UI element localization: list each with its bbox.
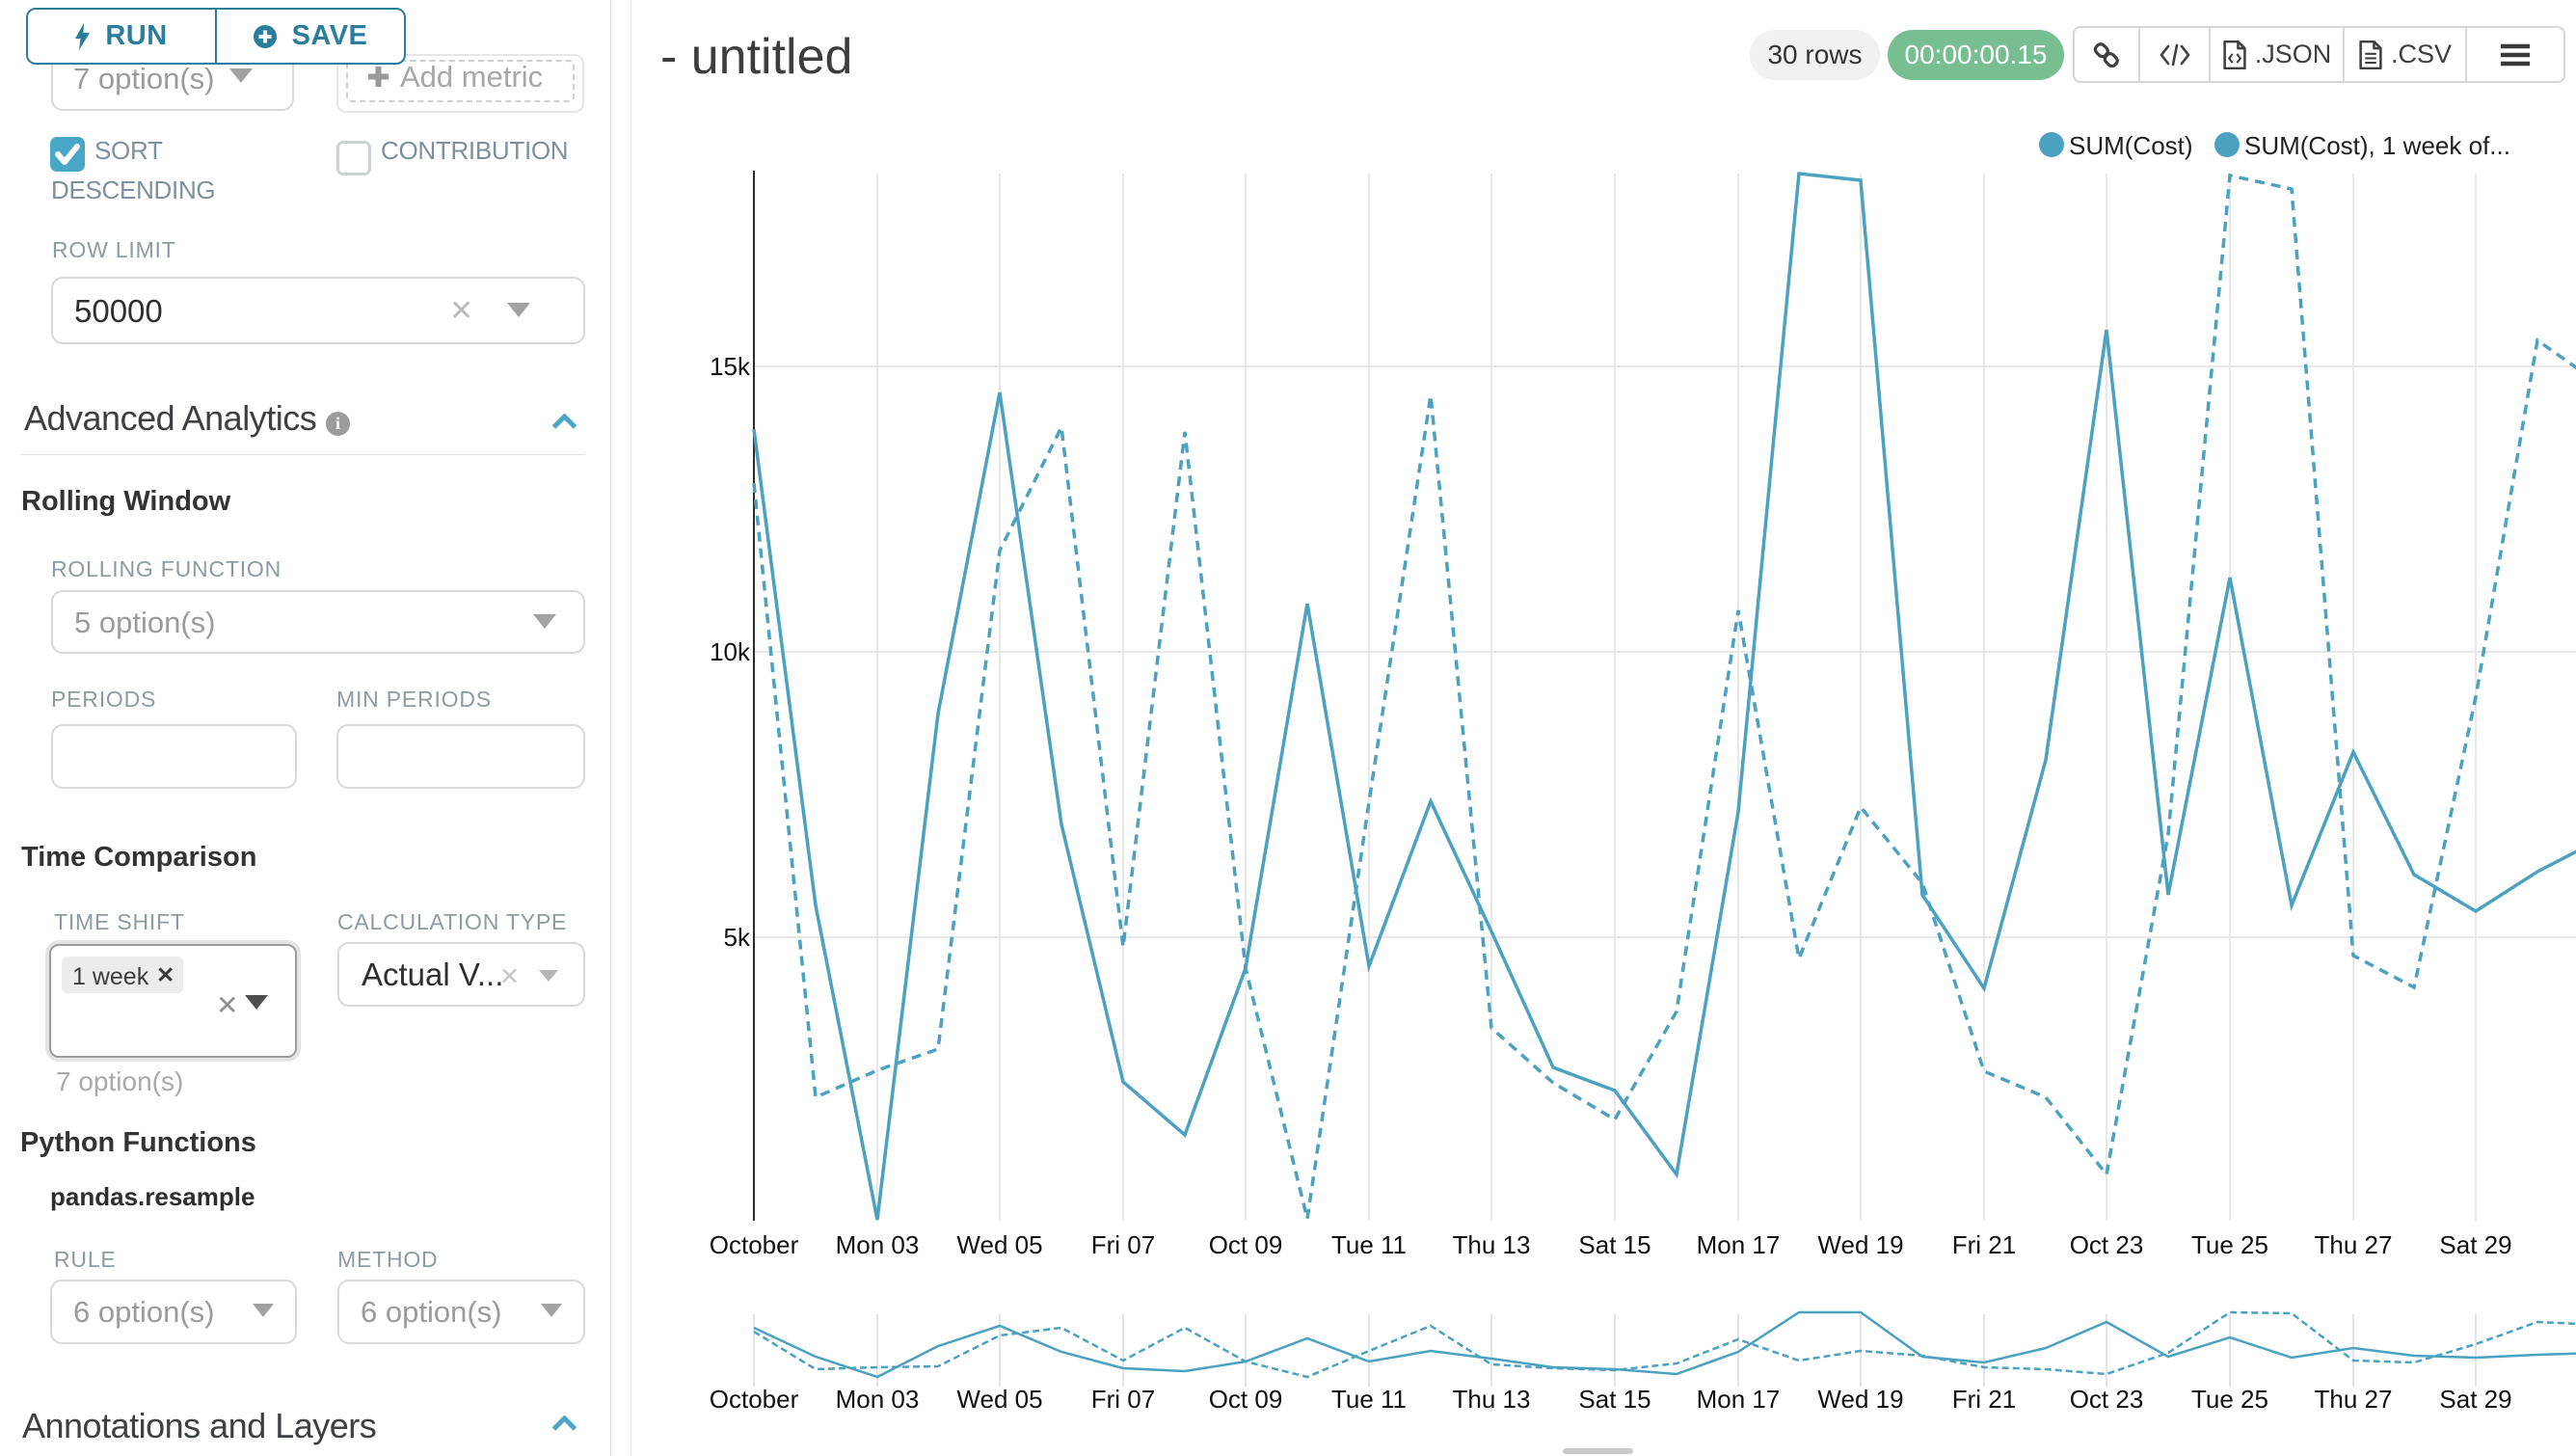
- svg-text:Tue 25: Tue 25: [2191, 1385, 2268, 1414]
- svg-text:Oct 09: Oct 09: [1209, 1385, 1283, 1414]
- svg-text:October: October: [710, 1230, 799, 1259]
- svg-text:Oct 23: Oct 23: [2070, 1385, 2144, 1414]
- svg-text:Mon 03: Mon 03: [836, 1230, 920, 1259]
- svg-text:Tue 25: Tue 25: [2191, 1230, 2268, 1259]
- svg-text:Thu 27: Thu 27: [2315, 1230, 2393, 1259]
- svg-text:Fri 21: Fri 21: [1952, 1230, 2016, 1259]
- svg-text:Fri 21: Fri 21: [1952, 1385, 2016, 1414]
- svg-text:Wed 19: Wed 19: [1817, 1230, 1903, 1259]
- svg-text:Sat 29: Sat 29: [2439, 1385, 2511, 1414]
- svg-text:Mon 17: Mon 17: [1697, 1385, 1781, 1414]
- svg-text:Thu 27: Thu 27: [2315, 1385, 2393, 1414]
- svg-text:Sat 15: Sat 15: [1578, 1230, 1650, 1259]
- svg-text:Thu 13: Thu 13: [1453, 1385, 1531, 1414]
- svg-text:Fri 07: Fri 07: [1091, 1230, 1155, 1259]
- svg-text:SUM(Cost): SUM(Cost): [2069, 131, 2193, 160]
- svg-text:Wed 19: Wed 19: [1817, 1385, 1903, 1414]
- svg-text:10k: 10k: [710, 637, 751, 666]
- svg-text:Mon 17: Mon 17: [1697, 1230, 1781, 1259]
- svg-text:Mon 03: Mon 03: [836, 1385, 920, 1414]
- svg-text:Thu 13: Thu 13: [1453, 1230, 1531, 1259]
- svg-text:Sat 15: Sat 15: [1578, 1385, 1650, 1414]
- svg-text:Oct 23: Oct 23: [2070, 1230, 2144, 1259]
- svg-text:Tue 11: Tue 11: [1331, 1230, 1407, 1259]
- svg-text:Sat 29: Sat 29: [2439, 1230, 2511, 1259]
- svg-text:Oct 09: Oct 09: [1209, 1230, 1283, 1259]
- svg-text:Tue 11: Tue 11: [1331, 1385, 1407, 1414]
- svg-text:SUM(Cost), 1 week of...: SUM(Cost), 1 week of...: [2244, 131, 2510, 160]
- svg-text:Fri 07: Fri 07: [1091, 1385, 1155, 1414]
- svg-text:15k: 15k: [710, 352, 751, 381]
- svg-text:Wed 05: Wed 05: [956, 1385, 1042, 1414]
- svg-text:5k: 5k: [724, 923, 751, 952]
- svg-text:Wed 05: Wed 05: [956, 1230, 1042, 1259]
- svg-text:October: October: [710, 1385, 799, 1414]
